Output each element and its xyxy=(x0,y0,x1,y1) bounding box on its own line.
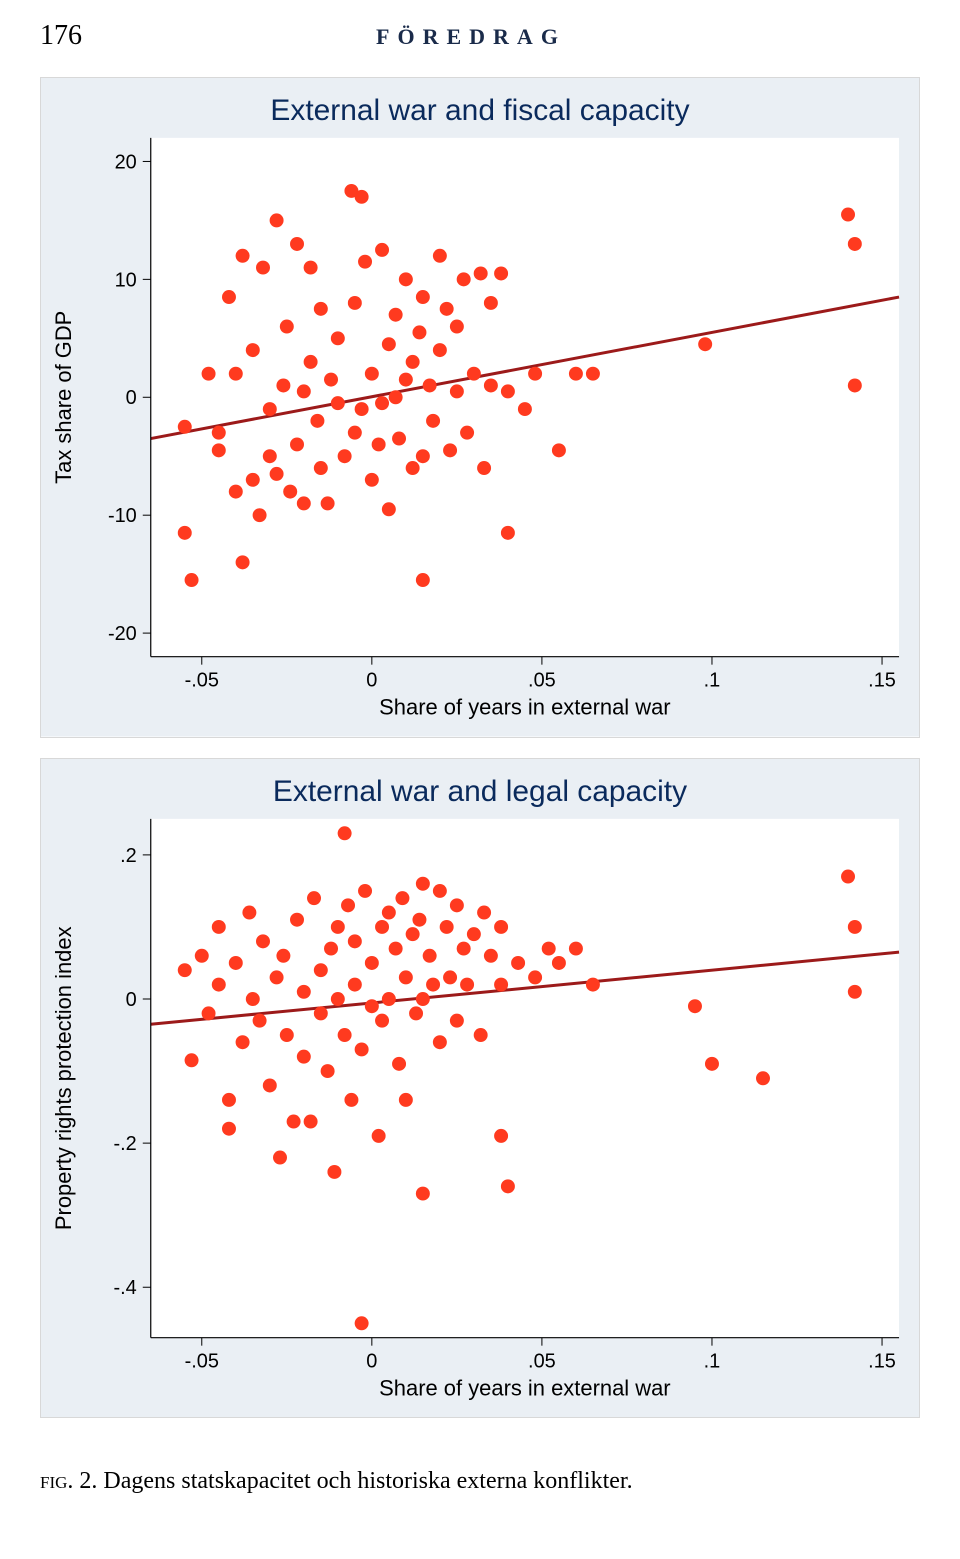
svg-text:-.05: -.05 xyxy=(185,670,219,692)
svg-text:0: 0 xyxy=(126,988,137,1010)
svg-text:.15: .15 xyxy=(868,1350,896,1372)
svg-text:.05: .05 xyxy=(528,670,556,692)
svg-text:Share of years in external war: Share of years in external war xyxy=(379,695,670,720)
svg-text:20: 20 xyxy=(115,151,137,173)
svg-text:.15: .15 xyxy=(868,670,896,692)
figure-label: fig. 2. xyxy=(40,1468,97,1494)
svg-text:.1: .1 xyxy=(704,670,721,692)
svg-text:Tax share of GDP: Tax share of GDP xyxy=(51,311,76,484)
figure-caption: fig. 2. Dagens statskapacitet och histor… xyxy=(0,1438,960,1535)
svg-text:.05: .05 xyxy=(528,1350,556,1372)
chart-1-container: External war and fiscal capacity -.05 0 .05… xyxy=(40,77,920,738)
page-number: 176 xyxy=(40,20,82,52)
svg-text:Property rights protection ind: Property rights protection index xyxy=(51,926,76,1230)
section-header: FÖREDRAG xyxy=(376,24,566,50)
svg-text:0: 0 xyxy=(366,670,377,692)
svg-text:10: 10 xyxy=(115,269,137,291)
chart-1-fiscal-capacity: External war and fiscal capacity -.05 0 .05… xyxy=(41,78,919,737)
svg-text:-.2: -.2 xyxy=(114,1133,137,1155)
svg-text:-10: -10 xyxy=(108,505,137,527)
svg-text:External war and legal capacit: External war and legal capacity xyxy=(273,774,687,807)
svg-text:0: 0 xyxy=(126,387,137,409)
svg-text:-.4: -.4 xyxy=(114,1277,137,1299)
chart-2-legal-capacity: External war and legal capacity -.05 0 .05.… xyxy=(41,759,919,1418)
chart-2-container: External war and legal capacity -.05 0 .05.… xyxy=(40,758,920,1419)
svg-text:External war and fiscal capaci: External war and fiscal capacity xyxy=(270,94,689,127)
svg-text:0: 0 xyxy=(366,1350,377,1372)
figure-caption-text: Dagens statskapacitet och historiska ext… xyxy=(103,1468,632,1494)
svg-text:Share of years in external war: Share of years in external war xyxy=(379,1375,670,1400)
svg-text:-.05: -.05 xyxy=(185,1350,219,1372)
svg-text:.2: .2 xyxy=(120,844,137,866)
svg-text:.1: .1 xyxy=(704,1350,721,1372)
page-header: 176 FÖREDRAG xyxy=(0,0,960,62)
svg-text:-20: -20 xyxy=(108,623,137,645)
